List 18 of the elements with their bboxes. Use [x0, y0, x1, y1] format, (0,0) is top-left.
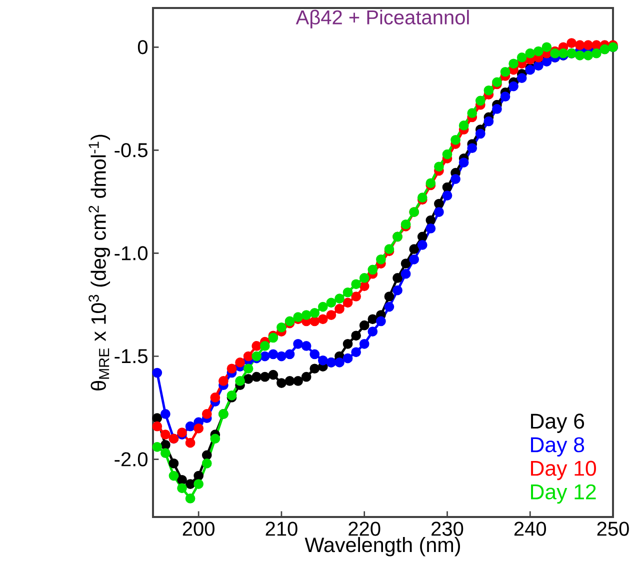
x-tick-label: 230 [432, 522, 464, 536]
x-axis-title: Wavelength (nm) [304, 537, 460, 556]
text: Day 10 [531, 460, 596, 480]
x-tick-label: 220 [348, 522, 380, 536]
text: θ$_{MRE}$ x 10$^{3}$ (deg cm$^{2}$ dmol$^{-1}$) [88, 134, 110, 390]
y-tick-label: -0.5 [114, 143, 148, 158]
y-tick-label: -2.0 [114, 452, 148, 466]
x-tick-label: 210 [266, 522, 298, 536]
chart-title: Aβ42 + Piceatannol [296, 10, 469, 28]
y-tick-label: 0 [138, 40, 148, 54]
x-tick-label: 240 [514, 522, 546, 536]
x-tick-label: 250 [597, 522, 629, 536]
text: Day 8 [531, 437, 584, 457]
x-tick-label: 200 [182, 522, 214, 536]
y-tick-label: -1.0 [114, 246, 148, 260]
text: Day 6 [531, 414, 584, 433]
y-tick-label: -1.5 [114, 349, 148, 364]
text: Day 12 [531, 484, 596, 504]
